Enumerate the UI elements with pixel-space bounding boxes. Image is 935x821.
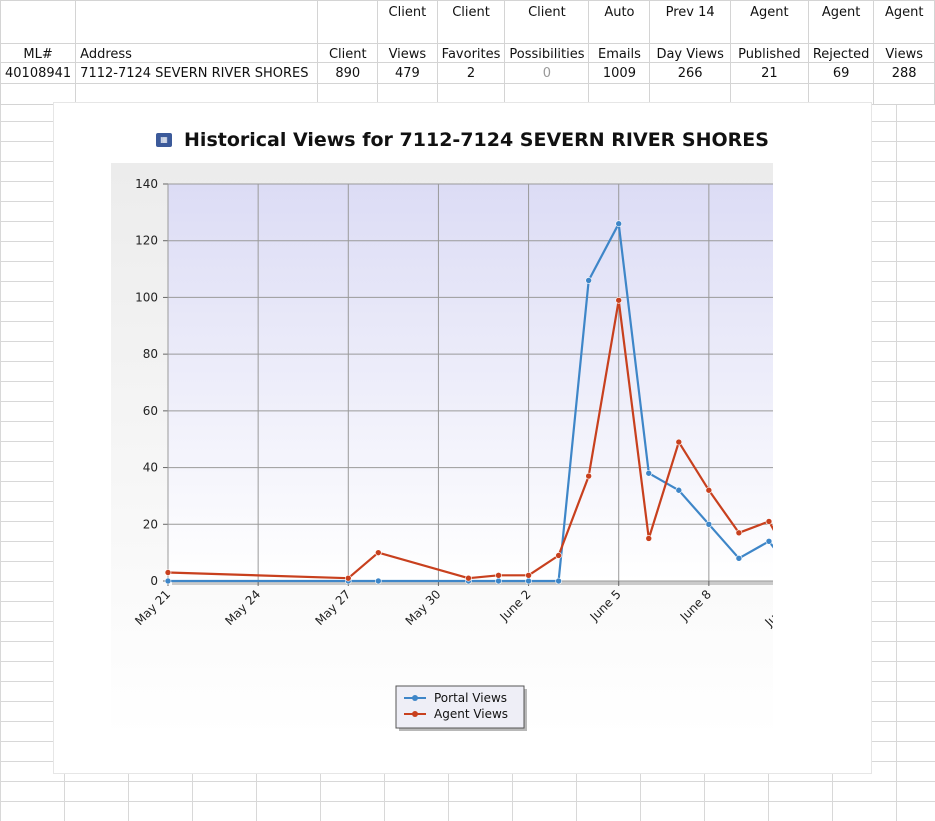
data-point	[164, 569, 172, 576]
header-row-top-cell	[317, 0, 379, 44]
header-row-bottom-cell: Views	[377, 43, 438, 63]
data-row-cell: 890	[317, 62, 379, 84]
header-row-top: Client Client Client Auto Prev 14 Agent Agent A…	[0, 0, 935, 44]
data-row-cell: 21	[729, 62, 809, 84]
data-point	[495, 577, 502, 585]
data-row-cell: 40108941	[0, 62, 77, 84]
header-row-top-cell: Client	[377, 0, 438, 44]
y-tick-label: 60	[143, 404, 158, 418]
header-row-bottom-cell: Client	[317, 43, 379, 63]
data-point	[735, 555, 743, 562]
data-point	[585, 472, 592, 480]
data-point	[705, 520, 713, 528]
header-row-bottom-cell: Possibilities	[504, 43, 590, 63]
data-row-cell: 2	[436, 62, 506, 84]
legend-label: Portal Views	[434, 691, 507, 705]
header-row-top-cell	[0, 0, 77, 44]
data-point	[765, 518, 773, 525]
data-point	[615, 220, 623, 228]
data-row-cell: 288	[873, 62, 935, 84]
data-point	[645, 469, 653, 477]
legend-swatch-marker	[412, 711, 418, 717]
header-row-top-cell: Agent	[729, 0, 809, 44]
data-point	[675, 438, 683, 446]
header-row-bottom-cell: Published	[729, 43, 809, 63]
data-point	[675, 486, 683, 494]
data-row-cell: 479	[377, 62, 438, 84]
listing-stats-table: Client Client Client Auto Prev 14 Agent Agent A…	[0, 0, 935, 105]
header-row-top-cell: Agent	[873, 0, 935, 44]
header-row-top-cell	[75, 0, 319, 44]
data-row-cell: 1009	[588, 62, 651, 84]
data-point	[765, 537, 773, 545]
data-row-cell: 0	[504, 62, 590, 84]
y-tick-label: 120	[135, 234, 158, 248]
header-row-bottom-cell: Rejected	[807, 43, 875, 63]
y-tick-label: 100	[135, 290, 158, 304]
legend-label: Agent Views	[434, 707, 508, 721]
header-row-bottom-cell: Day Views	[649, 43, 731, 63]
blank-row	[0, 83, 935, 105]
data-point	[525, 572, 532, 579]
calendar-icon: ▦	[156, 132, 173, 147]
data-point	[164, 577, 172, 585]
chart-title: Historical Views for 7112-7124 SEVERN RI…	[184, 129, 769, 151]
header-row-bottom-cell: Favorites	[436, 43, 506, 63]
header-row-bottom-cell: Views	[873, 43, 935, 63]
y-tick-label: 0	[150, 574, 158, 588]
blank-cell	[0, 83, 77, 105]
y-tick-label: 40	[143, 461, 158, 475]
data-point	[375, 549, 382, 556]
data-row: 40108941 7112-7124 SEVERN RIVER SHORES 890…	[0, 62, 935, 84]
data-point	[495, 572, 502, 579]
header-row-top-cell: Agent	[807, 0, 875, 44]
header-row-bottom-cell: ML#	[0, 43, 77, 63]
data-point	[555, 552, 562, 559]
y-tick-label: 20	[143, 517, 158, 531]
y-tick-label: 140	[135, 177, 158, 191]
header-row-top-cell: Auto	[588, 0, 651, 44]
data-point	[465, 574, 472, 582]
chart-title-row: ▦ Historical Views for 7112-7124 SEVERN R…	[54, 129, 871, 151]
header-row-top-cell: Client	[436, 0, 506, 44]
data-point	[344, 574, 352, 582]
header-row-top-cell: Prev 14	[649, 0, 731, 44]
data-point	[645, 535, 653, 542]
header-row-bottom-cell: Address	[75, 43, 319, 63]
data-row-cell: 7112-7124 SEVERN RIVER SHORES	[75, 62, 319, 84]
data-point	[705, 486, 713, 494]
data-point	[525, 577, 532, 585]
header-row-bottom: ML# Address Client Views Favorites Possibilit…	[0, 43, 935, 63]
legend-swatch-marker	[412, 695, 418, 701]
data-point	[555, 577, 562, 585]
data-row-cell: 69	[807, 62, 875, 84]
header-row-top-cell: Client	[504, 0, 590, 44]
data-point	[375, 577, 382, 585]
data-row-cell: 266	[649, 62, 731, 84]
data-point	[585, 277, 592, 284]
data-point	[735, 529, 743, 537]
blank-cell	[873, 83, 935, 105]
y-tick-label: 80	[143, 347, 158, 361]
header-row-bottom-cell: Emails	[588, 43, 651, 63]
legend	[395, 685, 525, 729]
plot-area	[167, 183, 773, 582]
data-point	[615, 296, 623, 304]
